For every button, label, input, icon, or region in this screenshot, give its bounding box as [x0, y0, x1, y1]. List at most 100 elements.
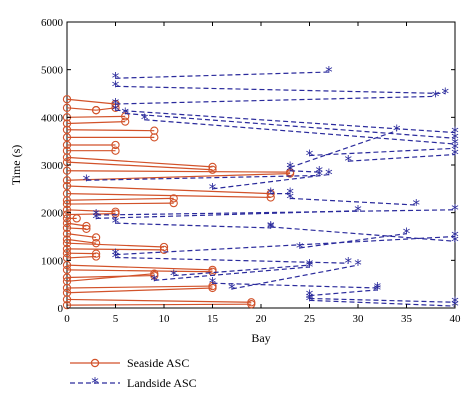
data-point: *	[286, 189, 294, 207]
data-point	[111, 146, 120, 155]
data-point	[111, 209, 120, 218]
data-point: *	[354, 202, 362, 220]
series-segment	[66, 197, 174, 201]
data-point	[62, 196, 72, 205]
data-point	[62, 223, 72, 233]
data-point	[91, 239, 101, 248]
data-point	[266, 189, 275, 198]
data-point	[150, 269, 159, 278]
data-point: *	[345, 152, 353, 170]
series-segment	[66, 298, 252, 303]
series-segment	[66, 172, 291, 181]
series-segment	[212, 282, 378, 289]
y-tick-label: 5000	[41, 65, 64, 77]
data-point: *	[112, 246, 120, 264]
series-segment	[66, 170, 291, 173]
data-point: *	[451, 139, 459, 157]
series-segment	[66, 185, 271, 195]
data-point: *	[451, 228, 459, 246]
series-segment	[66, 129, 155, 132]
data-point: *	[306, 287, 314, 305]
data-point	[62, 260, 72, 270]
data-point: *	[112, 69, 120, 87]
data-point: *	[354, 256, 362, 274]
x-tick-label: 40	[450, 313, 462, 325]
series-segment	[290, 197, 417, 206]
data-point	[150, 133, 159, 142]
series-segment	[290, 170, 320, 173]
data-point	[121, 112, 130, 121]
series-segment	[66, 121, 126, 125]
x-tick-label: 35	[401, 313, 413, 325]
data-point: *	[83, 171, 91, 189]
series-segment	[66, 161, 213, 171]
data-point: *	[112, 248, 120, 266]
x-tick-label: 15	[207, 313, 219, 325]
series-segment	[348, 153, 456, 162]
data-point	[62, 283, 72, 293]
series-segment	[66, 274, 155, 279]
data-point: *	[306, 146, 314, 164]
data-point: *	[451, 135, 459, 153]
data-point: *	[296, 239, 304, 257]
data-point: *	[112, 101, 120, 119]
y-tick-label: 4000	[41, 112, 64, 124]
series-segment	[66, 242, 165, 248]
data-point: *	[451, 129, 459, 147]
series-segment	[309, 289, 378, 297]
series-segment	[66, 213, 116, 216]
data-point	[62, 214, 72, 223]
y-axis-label: Time (s)	[9, 145, 23, 186]
y-tick-label: 0	[58, 303, 64, 315]
data-point	[91, 106, 101, 115]
data-point: *	[306, 291, 314, 309]
series-segment	[115, 71, 329, 79]
legend: Seaside ASC * Landside ASC	[70, 356, 197, 392]
series-segment	[66, 273, 155, 282]
x-tick-label: 10	[159, 313, 171, 325]
data-point	[121, 117, 130, 126]
data-point	[62, 166, 72, 175]
legend-label-landside: Landside ASC	[127, 376, 197, 390]
data-point	[62, 300, 72, 310]
series-segment	[66, 255, 97, 259]
series-segment	[173, 264, 310, 277]
x-axis-label: Bay	[251, 331, 270, 345]
data-point: *	[306, 289, 314, 307]
x-tick-label: 5	[113, 313, 119, 325]
data-point	[169, 194, 178, 203]
data-point	[111, 103, 120, 112]
data-point	[82, 221, 91, 231]
data-point	[159, 245, 169, 254]
series-segment	[309, 147, 456, 157]
data-point: *	[151, 271, 159, 289]
data-point: *	[345, 254, 353, 272]
series-segment	[115, 222, 271, 229]
series-segment	[66, 285, 213, 289]
series-segment	[115, 256, 349, 264]
series-segment	[66, 269, 213, 273]
data-point	[62, 210, 72, 219]
series-segment	[86, 174, 320, 181]
series-seaside	[62, 95, 295, 310]
data-point: *	[267, 219, 275, 237]
series-segment	[144, 119, 456, 145]
data-point: *	[451, 293, 459, 311]
data-point: *	[286, 185, 294, 203]
data-point: *	[325, 166, 333, 184]
data-point: *	[412, 196, 420, 214]
data-point: *	[92, 209, 100, 227]
data-point	[62, 219, 72, 228]
data-point	[62, 249, 72, 258]
data-point: *	[112, 77, 120, 95]
data-point	[208, 162, 217, 172]
data-point: *	[374, 281, 382, 299]
data-point	[72, 214, 81, 223]
series-segment	[299, 233, 407, 249]
data-point	[62, 244, 72, 254]
data-point: *	[286, 162, 294, 180]
series-segment	[66, 98, 116, 105]
data-point	[169, 198, 178, 208]
data-point: *	[315, 166, 323, 184]
legend-marker-seaside	[90, 358, 100, 368]
